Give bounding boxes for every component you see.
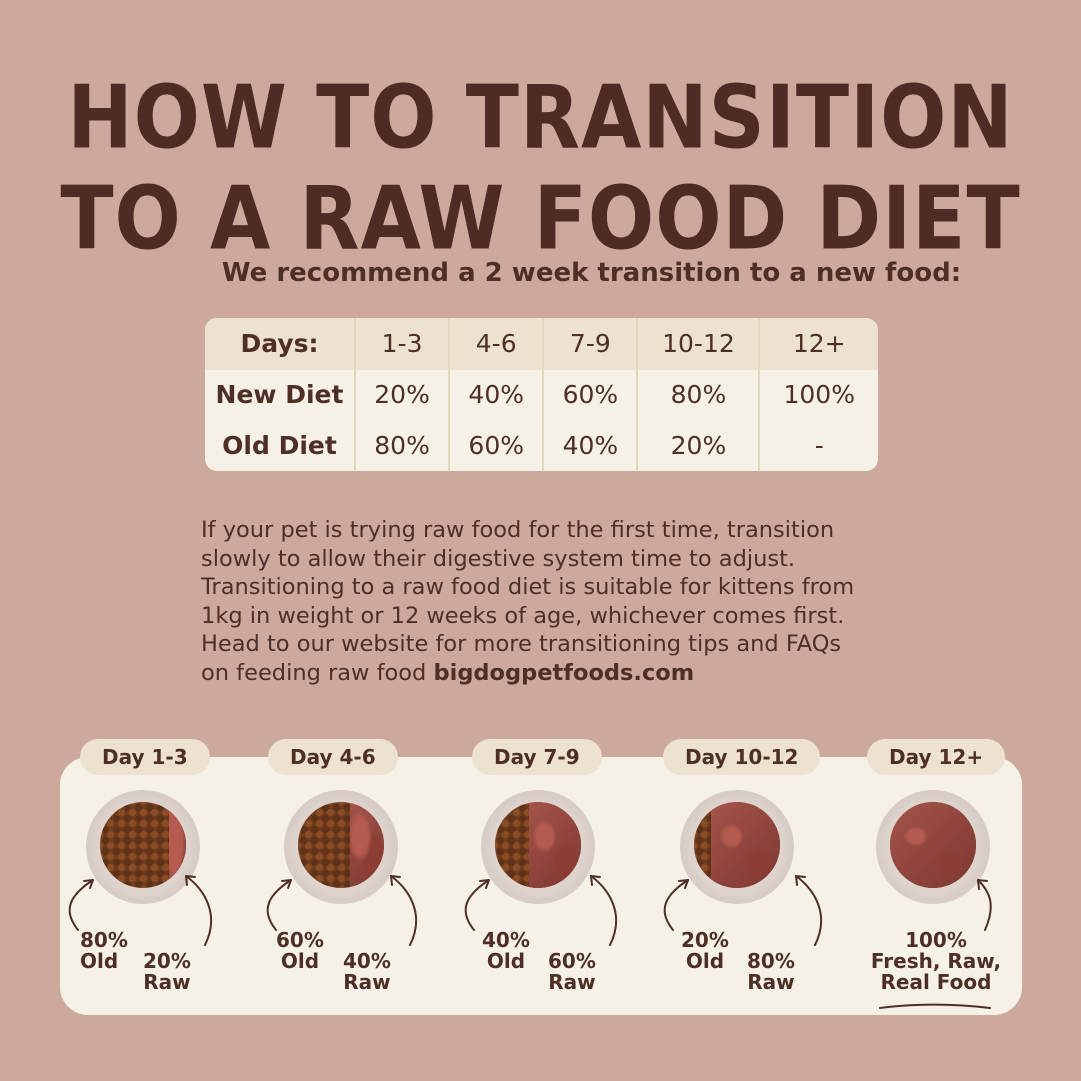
old-pct: 40% xyxy=(482,928,530,952)
raw-label-1: 20% Raw xyxy=(143,951,191,993)
raw-portion xyxy=(168,802,186,888)
table-cell: 60% xyxy=(542,369,638,420)
day-pill-5: Day 12+ xyxy=(867,739,1006,775)
header-cell: 7-9 xyxy=(542,318,638,369)
table-row-old-diet: Old Diet 80% 60% 40% 20% - xyxy=(205,420,878,471)
paragraph-line-last: on feeding raw food bigdogpetfoods.com xyxy=(201,659,901,688)
raw-portion xyxy=(890,802,976,888)
raw-pct: 20% xyxy=(143,949,191,973)
final-line-2: Real Food xyxy=(880,970,992,994)
food-bowl-2 xyxy=(284,790,398,904)
raw-pct: 40% xyxy=(343,949,391,973)
old-word: Old xyxy=(685,949,725,973)
day-pill-3: Day 7-9 xyxy=(472,739,602,775)
raw-word: Raw xyxy=(143,970,191,994)
bowl-food xyxy=(495,802,581,888)
bowl-food xyxy=(694,802,780,888)
old-label-1: 80% Old xyxy=(80,930,128,972)
paragraph-prefix: on feeding raw food xyxy=(201,659,434,686)
bowl-food xyxy=(100,802,186,888)
subtitle: We recommend a 2 week transition to a ne… xyxy=(221,258,962,288)
raw-label-2: 40% Raw xyxy=(343,951,391,993)
info-paragraph: If your pet is trying raw food for the f… xyxy=(201,516,901,687)
header-cell: 12+ xyxy=(758,318,878,369)
table-cell: 40% xyxy=(448,369,544,420)
final-line-1: Fresh, Raw, xyxy=(870,949,1002,973)
table-row-new-diet: New Diet 20% 40% 60% 80% 100% xyxy=(205,369,878,420)
paragraph-line: If your pet is trying raw food for the f… xyxy=(201,517,835,543)
bowl-food xyxy=(890,802,976,888)
old-word: Old xyxy=(80,949,119,973)
raw-word: Raw xyxy=(343,970,391,994)
transition-table: Days: 1-3 4-6 7-9 10-12 12+ New Diet 20%… xyxy=(205,318,878,471)
table-cell: 100% xyxy=(758,369,878,420)
old-pct: 80% xyxy=(80,928,128,952)
table-cell: 80% xyxy=(636,369,760,420)
bowl-food xyxy=(298,802,384,888)
old-pct: 60% xyxy=(276,928,324,952)
header-cell: 4-6 xyxy=(448,318,544,369)
old-word: Old xyxy=(280,949,320,973)
food-bowl-3 xyxy=(481,790,595,904)
transition-table-card: Days: 1-3 4-6 7-9 10-12 12+ New Diet 20%… xyxy=(205,318,878,471)
final-label: 100% Fresh, Raw, Real Food xyxy=(868,930,1004,993)
old-pct: 20% xyxy=(681,928,729,952)
old-word: Old xyxy=(486,949,526,973)
day-pill-1: Day 1-3 xyxy=(80,739,210,775)
food-bowl-1 xyxy=(86,790,200,904)
raw-portion xyxy=(711,802,780,888)
old-label-3: 40% Old xyxy=(482,930,530,972)
raw-label-3: 60% Raw xyxy=(548,951,596,993)
food-bowl-4 xyxy=(680,790,794,904)
paragraph-line: Head to our website for more transitioni… xyxy=(201,631,842,657)
paragraph-line: Transitioning to a raw food diet is suit… xyxy=(201,574,855,600)
title-line-1: HOW TO TRANSITION xyxy=(67,68,1014,169)
raw-portion xyxy=(529,802,581,888)
website-link[interactable]: bigdogpetfoods.com xyxy=(433,659,695,686)
paragraph-line: slowly to allow their digestive system t… xyxy=(201,545,796,572)
raw-portion xyxy=(349,802,384,888)
final-pct: 100% xyxy=(905,928,967,952)
title-line-2: TO A RAW FOOD DIET xyxy=(60,168,1021,270)
raw-word: Raw xyxy=(548,970,596,994)
paragraph-line: 1kg in weight or 12 weeks of age, whiche… xyxy=(201,602,845,629)
table-cell: - xyxy=(758,420,878,471)
header-cell: 1-3 xyxy=(353,318,450,369)
raw-label-4: 80% Raw xyxy=(747,951,795,993)
day-pill-4: Day 10-12 xyxy=(663,739,821,775)
table-header-row: Days: 1-3 4-6 7-9 10-12 12+ xyxy=(205,318,878,369)
table-cell: 60% xyxy=(448,420,544,471)
food-bowl-5 xyxy=(876,790,990,904)
old-label-4: 20% Old xyxy=(681,930,729,972)
raw-pct: 60% xyxy=(548,949,596,973)
raw-pct: 80% xyxy=(747,949,795,973)
header-cell: 10-12 xyxy=(636,318,760,369)
old-label-2: 60% Old xyxy=(276,930,324,972)
table-cell: 20% xyxy=(636,420,760,471)
header-cell: Days: xyxy=(240,329,319,358)
page-title: HOW TO TRANSITION TO A RAW FOOD DIET xyxy=(0,68,1081,270)
row-label: New Diet xyxy=(215,380,344,409)
row-label: Old Diet xyxy=(222,431,337,460)
table-cell: 80% xyxy=(353,420,450,471)
table-cell: 20% xyxy=(353,369,450,420)
table-cell: 40% xyxy=(542,420,638,471)
raw-word: Raw xyxy=(747,970,795,994)
day-pill-2: Day 4-6 xyxy=(268,739,398,775)
